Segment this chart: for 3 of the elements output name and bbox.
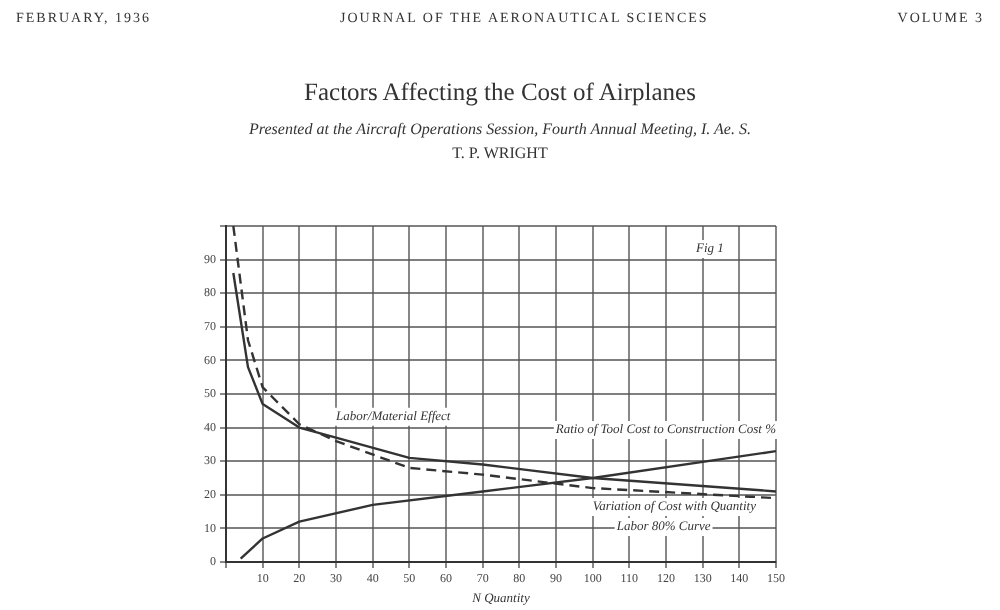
chart-title: Factors Affecting the Cost of Airplanes <box>302 78 698 108</box>
chart-subtitle: Presented at the Aircraft Operations Session, Fourth Annual Meeting, I. Ae. S. <box>247 120 753 138</box>
text: T. P. WRIGHT <box>450 144 550 162</box>
